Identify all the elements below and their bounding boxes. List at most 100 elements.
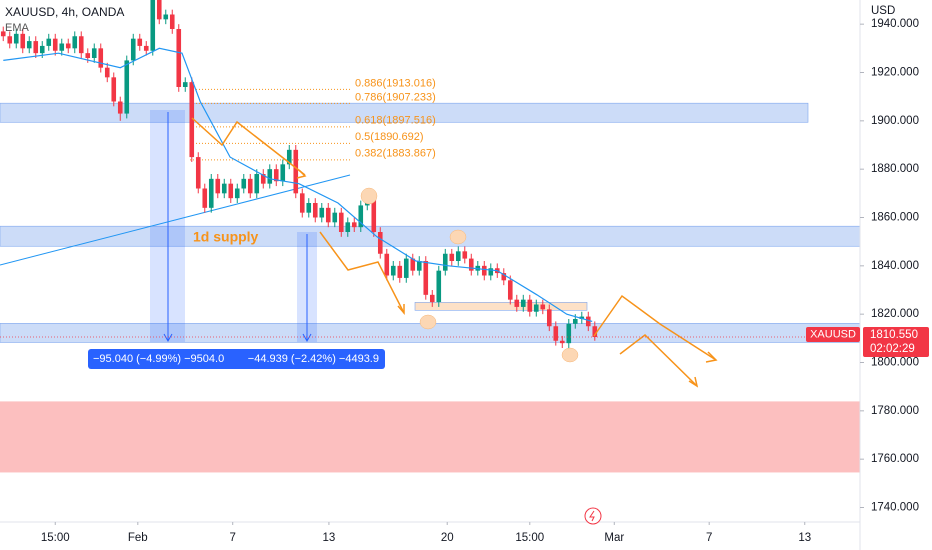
candle-body [13,33,19,44]
candle-body [442,253,448,271]
candle-body [85,53,91,58]
x-tick-label: 7 [230,532,236,544]
x-tick-label: 15:00 [41,532,70,544]
y-tick-label: 1760.000 [871,453,919,465]
y-axis-unit: USD [871,5,895,17]
y-tick-label: 1860.000 [871,212,919,224]
candle-body [358,205,364,228]
candle-body [371,198,377,232]
x-tick-label: 7 [706,532,712,544]
x-tick-label: 20 [441,532,454,544]
price-tag-box [863,327,929,358]
candle-body [455,251,461,261]
candle-body [488,268,494,276]
zone [0,225,860,247]
candle-body [91,48,97,58]
candle-body [189,82,195,158]
fib-label: 0.618(1897.516) [355,115,436,127]
event-icon [584,507,602,525]
measure-text: −95.040 (−4.99%) −9504.0 [93,353,224,365]
candle-body [527,299,533,312]
candle-body [585,316,591,327]
x-tick-label: 15:00 [515,532,544,544]
ema [3,47,593,322]
candle-body [254,174,260,194]
candle-body [546,309,552,327]
y-tick-label: 1880.000 [871,163,919,175]
fib-label: 0.886(1913.016) [355,77,436,89]
y-tick-label: 1740.000 [871,502,919,514]
candle-body [72,36,78,49]
fib-label: 0.382(1883.867) [355,148,436,160]
axes: 1940.000 1920.000 1900.000 1880.000 1860.000… [41,18,919,544]
candle-body [156,0,162,20]
candle-body [182,82,188,87]
candle-body [241,178,247,189]
candle-body [169,14,175,29]
candle-body [572,319,578,324]
fib: 0.886(1913.016) 0.786(1907.233) 0.618(1897… [190,77,436,161]
candle-body [130,38,136,61]
candle-body [286,149,292,165]
measure-box [88,349,385,369]
candle-body [559,340,565,344]
zone [0,102,809,123]
candles [0,0,598,348]
candle-body [345,222,351,232]
candle-body [260,174,266,184]
measure-arrow-head [163,333,173,343]
candle-body [332,212,338,223]
candle-body [20,33,26,49]
candle-body [0,31,6,37]
candle-body [566,323,572,344]
candle-body [208,178,214,208]
price-tag: 1810.550 [870,329,918,341]
candle-body [104,67,110,78]
candle-body [507,280,513,300]
symbol-title: XAUUSD, 4h, OANDA [5,5,124,19]
fib-label: 0.786(1907.233) [355,91,436,103]
y-tick-label: 1800.000 [871,357,919,369]
candle-body [410,258,416,271]
candle-body [403,258,409,278]
candle-body [579,316,585,319]
candle-body [26,41,32,49]
trend-line [0,174,351,266]
candle-body [377,232,383,254]
candle-body [78,36,84,54]
candle-body [481,265,487,276]
candle-body [46,38,52,46]
candle-body [319,207,325,218]
measure-text: −44.939 (−2.42%) −4493.9 [248,353,379,365]
candle-body [514,299,520,307]
candle-body [533,304,539,312]
x-tick-label: 13 [323,532,336,544]
candle-body [436,270,442,303]
candle-body [247,178,253,194]
zones [0,102,860,473]
candle-body [202,188,208,208]
candle-body [462,251,468,259]
x-tick-label: Mar [604,532,624,544]
candle-body [449,253,455,261]
ema-line [3,47,593,322]
x-tick-label: Feb [128,532,148,544]
candle-body [384,253,390,276]
candle-body [312,203,318,218]
candle-body [176,29,182,87]
candle-body [501,273,507,281]
candle-body [540,304,546,310]
y-tick-label: 1940.000 [871,18,919,30]
measure-arrow-head [302,333,312,343]
candle-body [33,41,39,54]
candle-body [163,14,169,20]
marker-circles [360,187,579,363]
zone [0,401,860,473]
candle-body [150,0,156,51]
y-tick-label: 1920.000 [871,67,919,79]
candle-body [306,203,312,213]
projection [191,117,718,388]
x-tick-label: 13 [798,532,811,544]
candle-body [65,43,71,49]
